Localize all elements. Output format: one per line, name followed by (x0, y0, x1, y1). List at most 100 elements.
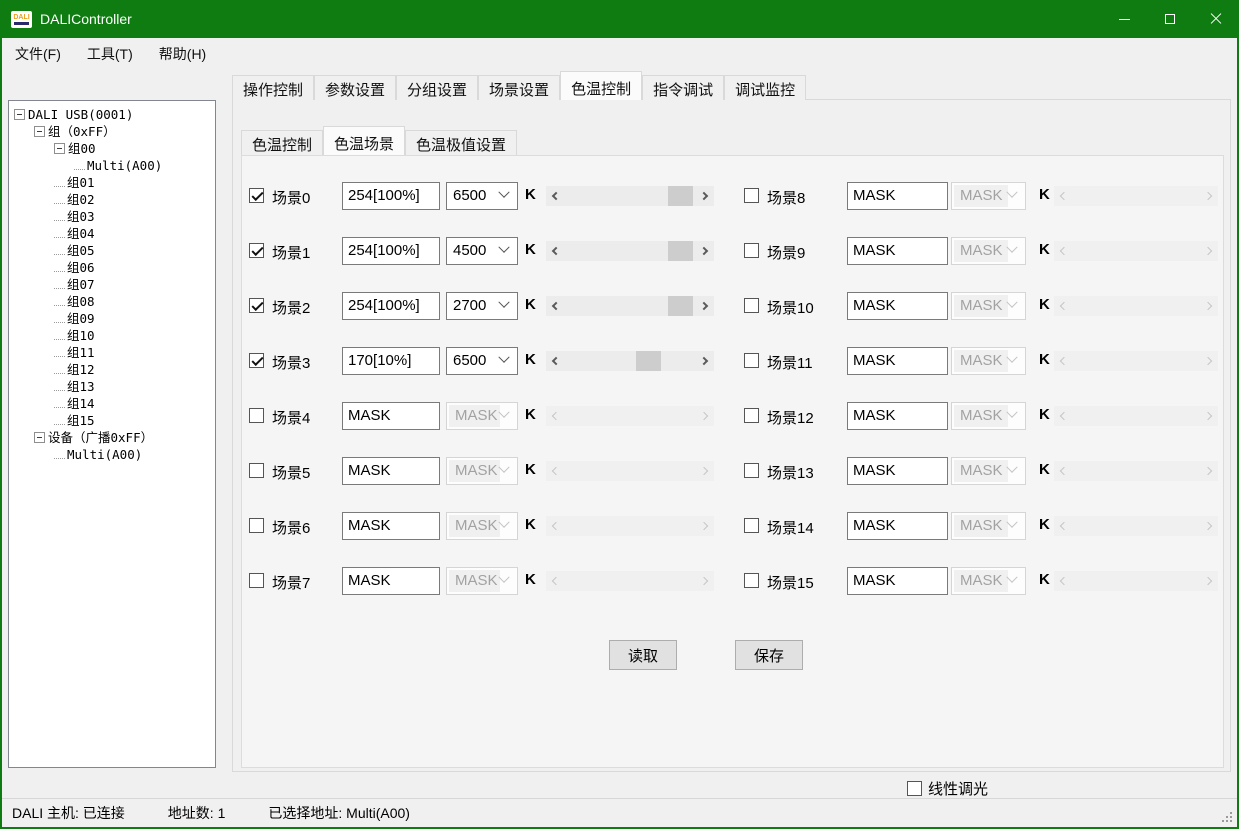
scene-label[interactable]: 场景15 (767, 575, 814, 592)
scene-level-input[interactable]: MASK (342, 402, 440, 430)
scene-label[interactable]: 场景1 (272, 245, 311, 262)
minimize-button[interactable] (1101, 0, 1147, 38)
linear-dimming-label[interactable]: 线性调光 (928, 781, 989, 798)
scroll-left-button[interactable] (546, 296, 563, 316)
scene-level-input[interactable]: MASK (847, 512, 948, 540)
scene-label[interactable]: 场景4 (272, 410, 311, 427)
scene-temp-select[interactable]: 6500 (446, 182, 518, 210)
scene-level-input[interactable]: MASK (847, 567, 948, 595)
maximize-button[interactable] (1147, 0, 1193, 38)
subtab-color-temp-control[interactable]: 色温控制 (241, 130, 324, 155)
tree-item[interactable]: 组05 (9, 242, 215, 259)
scene-label[interactable]: 场景9 (767, 245, 806, 262)
tab-grouping-settings[interactable]: 分组设置 (396, 75, 479, 100)
scene-label[interactable]: 场景2 (272, 300, 311, 317)
scrollbar-thumb[interactable] (668, 241, 693, 261)
scene-label[interactable]: 场景13 (767, 465, 814, 482)
scroll-left-button[interactable] (546, 241, 563, 261)
scene-temp-scrollbar[interactable] (546, 351, 714, 371)
scrollbar-thumb[interactable] (668, 296, 693, 316)
scene-level-input[interactable]: 254[100%] (342, 237, 440, 265)
tree-item[interactable]: 组06 (9, 259, 215, 276)
save-button[interactable]: 保存 (735, 640, 803, 670)
scene-checkbox[interactable] (249, 298, 264, 313)
scene-level-input[interactable]: 254[100%] (342, 292, 440, 320)
scroll-right-button[interactable] (697, 241, 714, 261)
tree-item[interactable]: 组00 (9, 140, 215, 157)
tree-item[interactable]: 组11 (9, 344, 215, 361)
scene-label[interactable]: 场景8 (767, 190, 806, 207)
scene-level-input[interactable]: 170[10%] (342, 347, 440, 375)
tab-scene-settings[interactable]: 场景设置 (478, 75, 561, 100)
tab-color-temp-control[interactable]: 色温控制 (560, 71, 643, 100)
tree-collapse-icon[interactable] (14, 109, 25, 120)
scene-level-input[interactable]: MASK (847, 457, 948, 485)
scene-checkbox[interactable] (249, 243, 264, 258)
tree-item[interactable]: 组03 (9, 208, 215, 225)
tree-item[interactable]: 组10 (9, 327, 215, 344)
tab-command-debug[interactable]: 指令调试 (642, 75, 725, 100)
scene-label[interactable]: 场景7 (272, 575, 311, 592)
scene-level-input[interactable]: MASK (847, 237, 948, 265)
tree-item[interactable]: 组15 (9, 412, 215, 429)
tree-item[interactable]: Multi(A00) (9, 446, 215, 463)
scene-label[interactable]: 场景5 (272, 465, 311, 482)
scene-checkbox[interactable] (249, 463, 264, 478)
scene-label[interactable]: 场景3 (272, 355, 311, 372)
menu-file[interactable]: 文件(F) (15, 46, 61, 62)
tree-collapse-icon[interactable] (54, 143, 65, 154)
tree-item[interactable]: 组14 (9, 395, 215, 412)
scene-checkbox[interactable] (249, 518, 264, 533)
scroll-left-button[interactable] (546, 351, 563, 371)
scene-checkbox[interactable] (744, 188, 759, 203)
scene-label[interactable]: 场景14 (767, 520, 814, 537)
scene-checkbox[interactable] (744, 298, 759, 313)
scene-level-input[interactable]: MASK (342, 457, 440, 485)
tree-item[interactable]: 组07 (9, 276, 215, 293)
scene-checkbox[interactable] (249, 188, 264, 203)
resize-grip[interactable] (1222, 812, 1232, 822)
scrollbar-thumb[interactable] (668, 186, 693, 206)
tree-item[interactable]: 设备（广播0xFF） (9, 429, 215, 446)
scene-checkbox[interactable] (744, 518, 759, 533)
scene-level-input[interactable]: MASK (847, 402, 948, 430)
scene-checkbox[interactable] (744, 463, 759, 478)
tree-item[interactable]: 组09 (9, 310, 215, 327)
tree-item[interactable]: 组12 (9, 361, 215, 378)
tree-item[interactable]: 组08 (9, 293, 215, 310)
scene-level-input[interactable]: MASK (847, 292, 948, 320)
scene-level-input[interactable]: MASK (847, 182, 948, 210)
tab-operation-control[interactable]: 操作控制 (232, 75, 315, 100)
scene-checkbox[interactable] (249, 353, 264, 368)
scroll-right-button[interactable] (697, 296, 714, 316)
scene-checkbox[interactable] (249, 408, 264, 423)
scene-label[interactable]: 场景11 (767, 355, 813, 372)
subtab-color-temp-scene[interactable]: 色温场景 (323, 126, 406, 155)
scrollbar-thumb[interactable] (636, 351, 661, 371)
tab-parameter-settings[interactable]: 参数设置 (314, 75, 397, 100)
scene-temp-select[interactable]: 2700 (446, 292, 518, 320)
scene-temp-scrollbar[interactable] (546, 186, 714, 206)
scene-level-input[interactable]: MASK (342, 512, 440, 540)
scene-temp-select[interactable]: 4500 (446, 237, 518, 265)
scroll-left-button[interactable] (546, 186, 563, 206)
scene-temp-scrollbar[interactable] (546, 241, 714, 261)
linear-dimming-checkbox[interactable] (907, 781, 922, 796)
scene-checkbox[interactable] (249, 573, 264, 588)
tree-item[interactable]: DALI USB(0001) (9, 106, 215, 123)
tree-item[interactable]: 组04 (9, 225, 215, 242)
scroll-right-button[interactable] (697, 186, 714, 206)
tree-item[interactable]: 组（0xFF） (9, 123, 215, 140)
tree-item[interactable]: Multi(A00) (9, 157, 215, 174)
read-button[interactable]: 读取 (609, 640, 677, 670)
scene-checkbox[interactable] (744, 408, 759, 423)
tree-collapse-icon[interactable] (34, 432, 45, 443)
scroll-right-button[interactable] (697, 351, 714, 371)
scene-level-input[interactable]: MASK (342, 567, 440, 595)
tab-debug-monitor[interactable]: 调试监控 (724, 75, 807, 100)
scene-level-input[interactable]: MASK (847, 347, 948, 375)
tree-item[interactable]: 组13 (9, 378, 215, 395)
menu-tools[interactable]: 工具(T) (86, 46, 133, 62)
scene-checkbox[interactable] (744, 573, 759, 588)
tree-item[interactable]: 组01 (9, 174, 215, 191)
